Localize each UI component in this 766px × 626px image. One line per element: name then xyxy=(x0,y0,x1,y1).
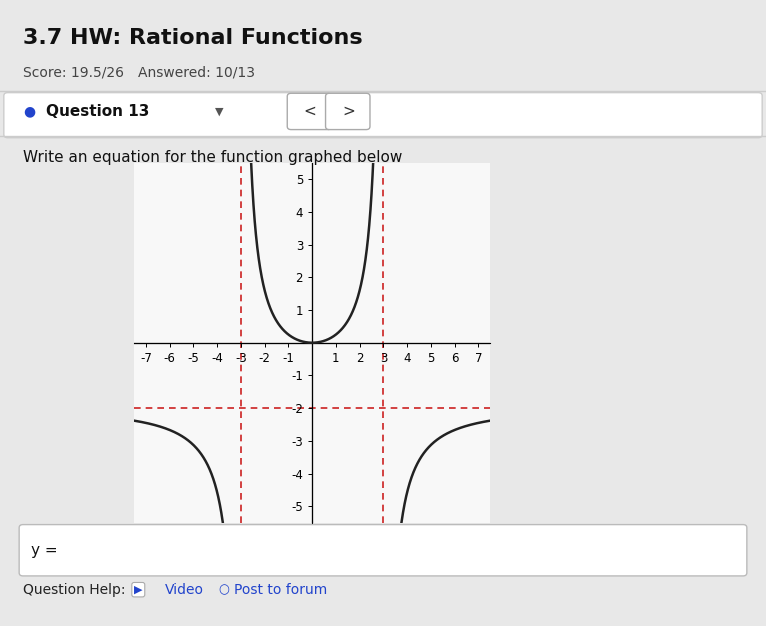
Text: y =: y = xyxy=(31,543,57,558)
Text: ●: ● xyxy=(23,105,35,118)
Text: Post to forum: Post to forum xyxy=(234,583,327,597)
Text: 3.7 HW: Rational Functions: 3.7 HW: Rational Functions xyxy=(23,28,362,48)
Text: >: > xyxy=(342,104,355,119)
Text: ▶: ▶ xyxy=(134,585,142,595)
Text: Answered: 10/13: Answered: 10/13 xyxy=(138,66,255,80)
Text: Score: 19.5/26: Score: 19.5/26 xyxy=(23,66,124,80)
Text: Write an equation for the function graphed below: Write an equation for the function graph… xyxy=(23,150,402,165)
Text: <: < xyxy=(304,104,316,119)
Text: Video: Video xyxy=(165,583,204,597)
Text: Question 13: Question 13 xyxy=(46,104,149,119)
Text: ▼: ▼ xyxy=(214,106,223,116)
Text: ○: ○ xyxy=(218,583,229,596)
Text: Question Help:: Question Help: xyxy=(23,583,126,597)
